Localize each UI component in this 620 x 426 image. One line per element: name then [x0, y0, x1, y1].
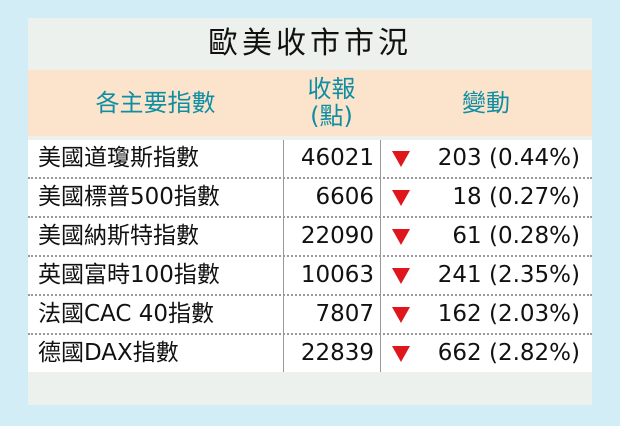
down-arrow: [392, 307, 410, 323]
column-separator: [380, 296, 381, 333]
down-arrow: [392, 151, 410, 167]
index-name: 法國CAC 40指數: [38, 301, 215, 327]
column-separator: [380, 257, 381, 294]
title: 歐美收市市況: [208, 26, 412, 61]
down-triangle: [392, 229, 410, 245]
index-name: 德國DAX指數: [38, 340, 179, 366]
close-value: 46021: [300, 145, 374, 171]
header-text: 各主要指數: [95, 88, 216, 117]
down-triangle: [392, 346, 410, 362]
header-row: 各主要指數 收報 (點) 變動: [28, 70, 592, 136]
index-name: 美國納斯特指數: [38, 223, 199, 249]
header-text: (點): [310, 102, 353, 130]
header-cell: 變動: [380, 70, 592, 136]
column-separator: [283, 296, 284, 333]
index-name: 英國富時100指數: [38, 262, 220, 288]
close-value: 6606: [315, 184, 374, 210]
column-separator: [283, 335, 284, 372]
column-separator: [380, 179, 381, 216]
header-cell: 各主要指數: [28, 70, 283, 136]
table-row: 法國CAC 40指數 7807 162 (2.03%): [28, 296, 592, 335]
header-text: 變動: [462, 88, 510, 117]
down-arrow: [392, 229, 410, 245]
change-value: 61 (0.28%): [452, 223, 580, 249]
table-row: 美國納斯特指數 22090 61 (0.28%): [28, 218, 592, 257]
change-value: 241 (2.35%): [437, 262, 580, 288]
index-name: 美國道瓊斯指數: [38, 145, 199, 171]
close-value: 22839: [300, 340, 374, 366]
down-arrow: [392, 190, 410, 206]
header-text: 收報: [307, 75, 356, 103]
column-separator: [380, 140, 381, 177]
header-cell: 收報 (點): [283, 70, 380, 136]
column-separator: [283, 140, 284, 177]
down-triangle: [392, 151, 410, 167]
close-value: 7807: [315, 301, 374, 327]
down-arrow: [392, 268, 410, 284]
column-separator: [380, 335, 381, 372]
down-triangle: [392, 307, 410, 323]
table-row: 英國富時100指數 10063 241 (2.35%): [28, 257, 592, 296]
column-separator: [283, 179, 284, 216]
close-value: 10063: [300, 262, 374, 288]
change-value: 662 (2.82%): [437, 340, 580, 366]
table-row: 美國標普500指數 6606 18 (0.27%): [28, 179, 592, 218]
down-triangle: [392, 190, 410, 206]
column-separator: [380, 218, 381, 255]
down-triangle: [392, 268, 410, 284]
column-separator: [283, 257, 284, 294]
index-name: 美國標普500指數: [38, 184, 220, 210]
column-separator: [283, 218, 284, 255]
table-row: 德國DAX指數 22839 662 (2.82%): [28, 335, 592, 372]
change-value: 162 (2.03%): [437, 301, 580, 327]
panel: 歐美收市市況 各主要指數 收報 (點) 變動 美國道瓊斯指數 46021 203 (0…: [28, 18, 592, 405]
table-row: 美國道瓊斯指數 46021 203 (0.44%): [28, 140, 592, 179]
close-value: 22090: [300, 223, 374, 249]
change-value: 203 (0.44%): [437, 145, 580, 171]
down-arrow: [392, 346, 410, 362]
table: 美國道瓊斯指數 46021 203 (0.44%) 美國標普500指數 6606 18 (…: [28, 140, 592, 372]
change-value: 18 (0.27%): [452, 184, 580, 210]
